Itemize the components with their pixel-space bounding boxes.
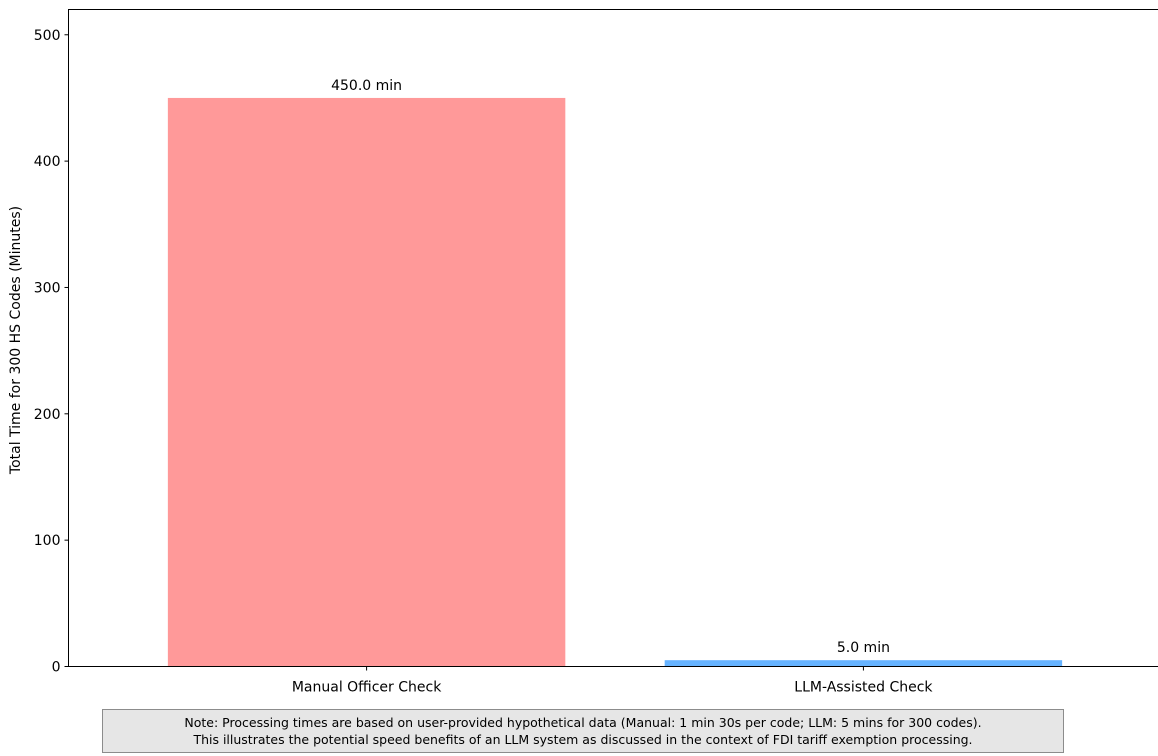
bar-1 <box>664 660 1063 667</box>
bar-0 <box>167 97 566 667</box>
y-tick-label-2: 200 <box>34 407 61 423</box>
x-tick-label-0: Manual Officer Check <box>292 680 442 696</box>
y-tick-label-4: 400 <box>34 154 61 170</box>
bar-value-label-1: 5.0 min <box>837 640 890 656</box>
note-line-2: This illustrates the potential speed ben… <box>193 732 973 747</box>
note-line-1: Note: Processing times are based on user… <box>184 715 982 730</box>
value-labels-group: 450.0 min 5.0 min <box>331 78 890 656</box>
bar-value-label-0: 450.0 min <box>331 78 402 94</box>
y-tick-label-1: 100 <box>34 533 61 549</box>
y-tick-label-5: 500 <box>34 28 61 44</box>
y-tick-label-3: 300 <box>34 280 61 296</box>
x-axis: Manual Officer Check LLM-Assisted Check <box>292 666 933 696</box>
plot-frame <box>68 9 1158 667</box>
y-tick-label-0: 0 <box>52 660 61 676</box>
bars-group <box>167 97 1063 667</box>
x-tick-label-1: LLM-Assisted Check <box>794 680 933 696</box>
bar-chart: 450.0 min 5.0 min 0 100 200 300 400 500 Manual… <box>8 9 1158 696</box>
y-axis: 0 100 200 300 400 500 <box>34 28 69 676</box>
note-box: Note: Processing times are based on user… <box>102 709 1064 753</box>
y-axis-label: Total Time for 300 HS Codes (Minutes) <box>8 206 24 475</box>
